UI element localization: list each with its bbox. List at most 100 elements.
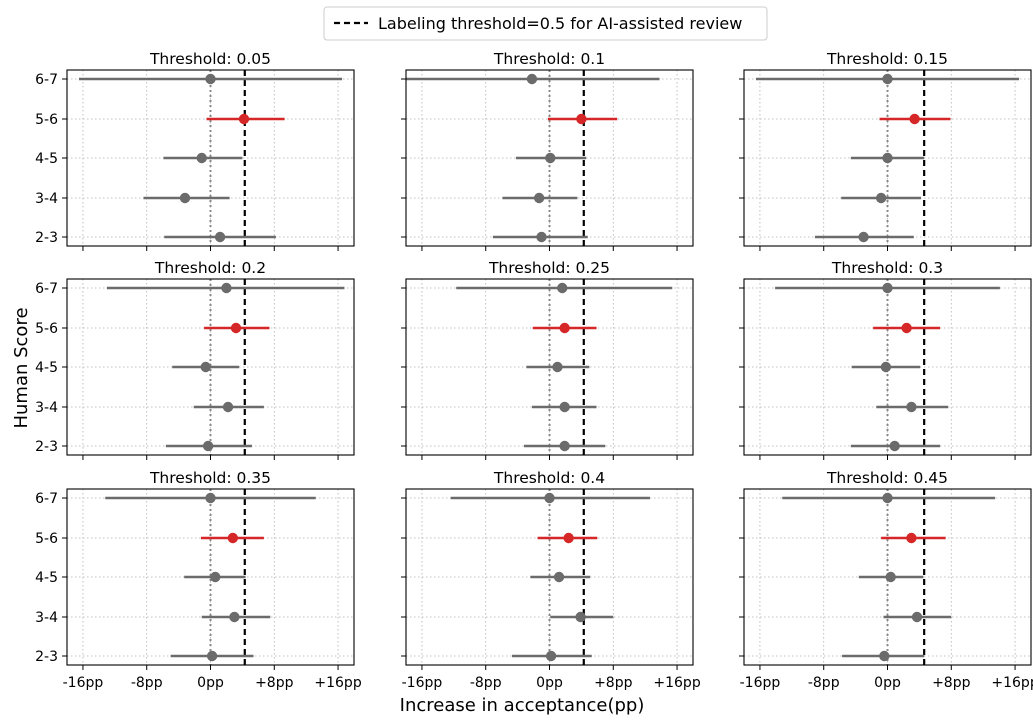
x-tick-label: -16pp (740, 675, 781, 691)
point-2-3 (889, 440, 900, 452)
y-tick-label: 5-6 (35, 321, 58, 337)
legend-box (323, 6, 768, 41)
y-tick-label: 3-4 (35, 610, 58, 626)
y-tick-label: 4-5 (35, 151, 58, 167)
panel-title: Threshold: 0.15 (826, 50, 948, 68)
y-tick-label: 3-4 (35, 400, 58, 416)
y-tick-label: 2-3 (35, 230, 58, 246)
point-6-7 (205, 492, 216, 504)
x-tick-label: -8pp (131, 675, 163, 691)
point-6-7 (557, 282, 568, 294)
point-4-5 (882, 152, 893, 164)
point-2-3 (879, 650, 890, 662)
x-tick-label: +8pp (932, 675, 971, 691)
panel-title: Threshold: 0.1 (493, 50, 605, 68)
y-tick-label: 3-4 (35, 191, 58, 207)
panel-title: Threshold: 0.3 (831, 259, 943, 277)
point-6-7 (526, 73, 538, 85)
point-3-4 (911, 611, 923, 623)
point-4-5 (885, 571, 896, 583)
point-2-3 (545, 650, 557, 662)
point-5-6 (901, 322, 912, 334)
x-tick-label: +16pp (314, 675, 361, 691)
point-3-4 (179, 192, 191, 204)
point-6-7 (882, 492, 893, 504)
point-5-6 (230, 322, 242, 334)
legend-label: Labeling threshold=0.5 for AI-assisted r… (378, 14, 742, 33)
x-tick-label: -8pp (808, 675, 840, 691)
legend: Labeling threshold=0.5 for AI-assisted r… (323, 6, 768, 41)
point-6-7 (882, 282, 893, 294)
y-tick-label: 5-6 (35, 112, 58, 128)
point-4-5 (196, 152, 207, 164)
panel-5: Threshold: 0.25 (401, 259, 694, 460)
point-4-5 (552, 361, 563, 373)
point-3-4 (559, 401, 570, 413)
y-tick-label: 6-7 (35, 281, 58, 297)
panel-title: Threshold: 0.45 (826, 469, 948, 487)
panel-title: Threshold: 0.2 (154, 259, 266, 277)
x-tick-label: -16pp (63, 675, 104, 691)
x-tick-label: -16pp (402, 675, 443, 691)
point-5-6 (909, 113, 920, 125)
y-axis-label: Human Score (11, 307, 32, 428)
y-tick-label: 2-3 (35, 649, 58, 665)
panel-6: Threshold: 0.3 (739, 259, 1032, 460)
x-tick-label: +16pp (653, 675, 700, 691)
y-tick-label: 4-5 (35, 360, 58, 376)
point-2-3 (858, 231, 869, 243)
point-5-6 (563, 532, 574, 544)
point-4-5 (880, 361, 892, 373)
x-axis-label: Increase in acceptance(pp) (400, 695, 645, 716)
point-3-4 (229, 611, 240, 623)
point-4-5 (200, 361, 211, 373)
point-5-6 (227, 532, 239, 544)
y-tick-label: 2-3 (35, 439, 58, 455)
panel-2: Threshold: 0.1 (401, 50, 694, 251)
panel-9: Threshold: 0.45 -16pp -8pp 0pp +8pp +16pp (739, 469, 1033, 691)
panels: Threshold: 0.052-33-44-55-66-7Threshold:… (35, 50, 1033, 691)
point-3-4 (222, 401, 234, 413)
panel-8: Threshold: 0.4 -16pp -8pp 0pp +8pp +16pp (401, 469, 701, 691)
point-5-6 (238, 113, 250, 125)
x-tick-label: 0pp (874, 675, 901, 691)
point-4-5 (210, 571, 221, 583)
point-5-6 (559, 322, 570, 334)
point-4-5 (545, 152, 556, 164)
x-tick-label: 0pp (197, 675, 224, 691)
y-tick-label: 4-5 (35, 570, 58, 586)
point-3-4 (906, 401, 917, 413)
panel-title: Threshold: 0.05 (149, 50, 271, 68)
panel-1: Threshold: 0.05 2-3 3-4 4-5 5-6 6-7 (35, 50, 355, 251)
point-2-3 (206, 650, 218, 662)
y-tick-label: 5-6 (35, 531, 58, 547)
panel-3: Threshold: 0.15 (739, 50, 1032, 251)
panel-7: Threshold: 0.35 -16pp -8pp 0pp +8pp +16pp 2-3 3… (35, 469, 362, 691)
x-tick-label: 0pp (536, 675, 563, 691)
y-tick-label: 6-7 (35, 491, 58, 507)
point-5-6 (906, 532, 917, 544)
panel-title: Threshold: 0.4 (493, 469, 605, 487)
x-tick-label: -8pp (470, 675, 502, 691)
point-2-3 (536, 231, 547, 243)
point-6-7 (882, 73, 893, 85)
point-2-3 (214, 231, 226, 243)
point-3-4 (875, 192, 887, 204)
point-4-5 (553, 571, 565, 583)
x-tick-label: +8pp (255, 675, 294, 691)
point-3-4 (533, 192, 545, 204)
point-2-3 (202, 440, 214, 452)
panel-title: Threshold: 0.35 (149, 469, 271, 487)
panel-4: Threshold: 0.2 2-3 3-4 4-5 5-6 6-7 (35, 259, 355, 460)
y-tick-label: 6-7 (35, 72, 58, 88)
point-6-7 (205, 73, 216, 85)
point-5-6 (576, 113, 587, 125)
point-6-7 (221, 282, 232, 294)
point-6-7 (544, 492, 555, 504)
x-tick-label: +8pp (594, 675, 633, 691)
point-3-4 (575, 611, 586, 623)
x-tick-label: +16pp (991, 675, 1033, 691)
panel-title: Threshold: 0.25 (488, 259, 610, 277)
point-2-3 (559, 440, 570, 452)
